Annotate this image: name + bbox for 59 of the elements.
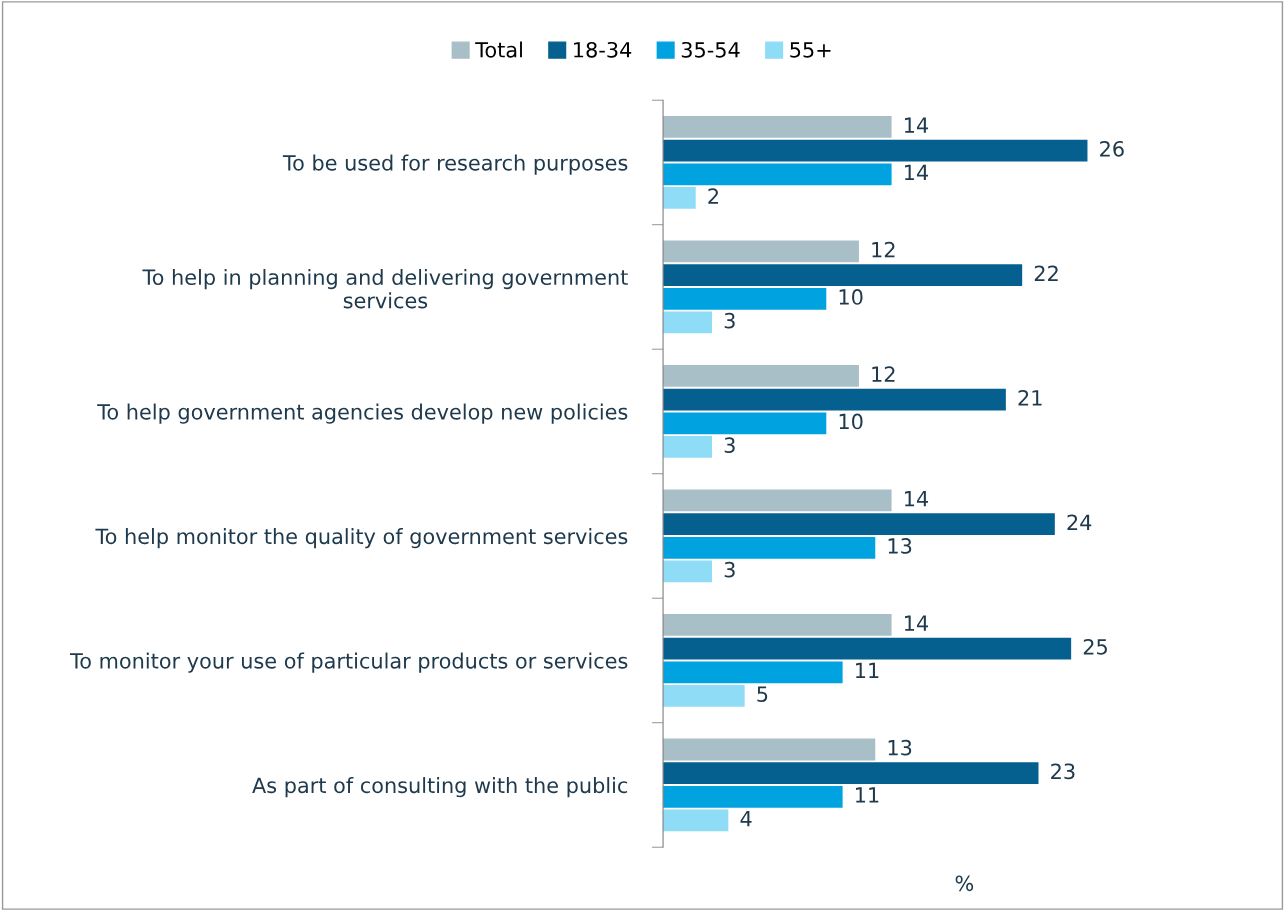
- bar: [663, 785, 843, 808]
- legend-label: 35-54: [681, 41, 740, 58]
- data-label: 14: [904, 117, 929, 133]
- data-label: 12: [872, 241, 895, 258]
- bar: [663, 560, 713, 583]
- y-tick-label: As part of consulting with the public: [252, 777, 628, 798]
- bar: [663, 489, 892, 512]
- data-label: 11: [856, 662, 879, 679]
- x-axis-title: %: [955, 875, 974, 892]
- y-tick-label: To monitor your use of particular products or services: [70, 652, 628, 673]
- data-label: 2: [708, 188, 718, 204]
- bar: [663, 365, 859, 387]
- data-label: 12: [872, 366, 895, 382]
- y-tick-label: To help in planning and delivering government services: [142, 268, 628, 309]
- data-label: 13: [888, 739, 912, 756]
- y-tick-label: To help government agencies develop new policies: [97, 403, 628, 424]
- legend-label: 18-34: [574, 41, 632, 58]
- bar: [663, 264, 1023, 287]
- data-label: 10: [839, 289, 863, 305]
- data-label: 3: [724, 437, 735, 453]
- data-label: 3: [724, 561, 735, 578]
- data-label: 11: [856, 787, 879, 803]
- y-tick-label: To help monitor the quality of government services: [95, 528, 628, 549]
- data-label: 26: [1100, 140, 1124, 157]
- bar: [663, 287, 827, 310]
- bar: [663, 163, 892, 186]
- bar: [663, 661, 843, 684]
- bar: [663, 685, 745, 707]
- data-label: 14: [904, 491, 929, 507]
- bar: [663, 240, 859, 263]
- bar: [663, 513, 1055, 536]
- data-label: 4: [740, 811, 752, 827]
- bar: [663, 436, 713, 458]
- bar: [663, 311, 713, 334]
- data-label: 3: [724, 312, 735, 329]
- data-label: 14: [904, 164, 929, 181]
- data-label: 21: [1018, 389, 1042, 406]
- bar: [663, 536, 876, 559]
- bar: [663, 412, 827, 435]
- bar: [663, 388, 1006, 411]
- data-label: 22: [1034, 265, 1058, 281]
- bar: [663, 637, 1072, 660]
- legend-label: Total: [475, 41, 522, 58]
- y-tick-label: To be used for research purposes: [282, 154, 628, 175]
- data-label: 24: [1067, 514, 1092, 530]
- data-label: 14: [904, 615, 929, 631]
- bar: [663, 139, 1088, 162]
- data-label: 5: [757, 686, 768, 702]
- data-label: 23: [1051, 763, 1075, 780]
- bar: [663, 187, 696, 209]
- data-label: 25: [1083, 638, 1107, 655]
- data-label: 10: [839, 413, 863, 430]
- bar: [663, 738, 876, 761]
- legend-label: 55+: [790, 42, 831, 58]
- bar: [663, 614, 892, 636]
- bar: [663, 116, 892, 138]
- bar: [663, 762, 1039, 785]
- data-label: 13: [888, 538, 912, 554]
- bar: [663, 809, 729, 832]
